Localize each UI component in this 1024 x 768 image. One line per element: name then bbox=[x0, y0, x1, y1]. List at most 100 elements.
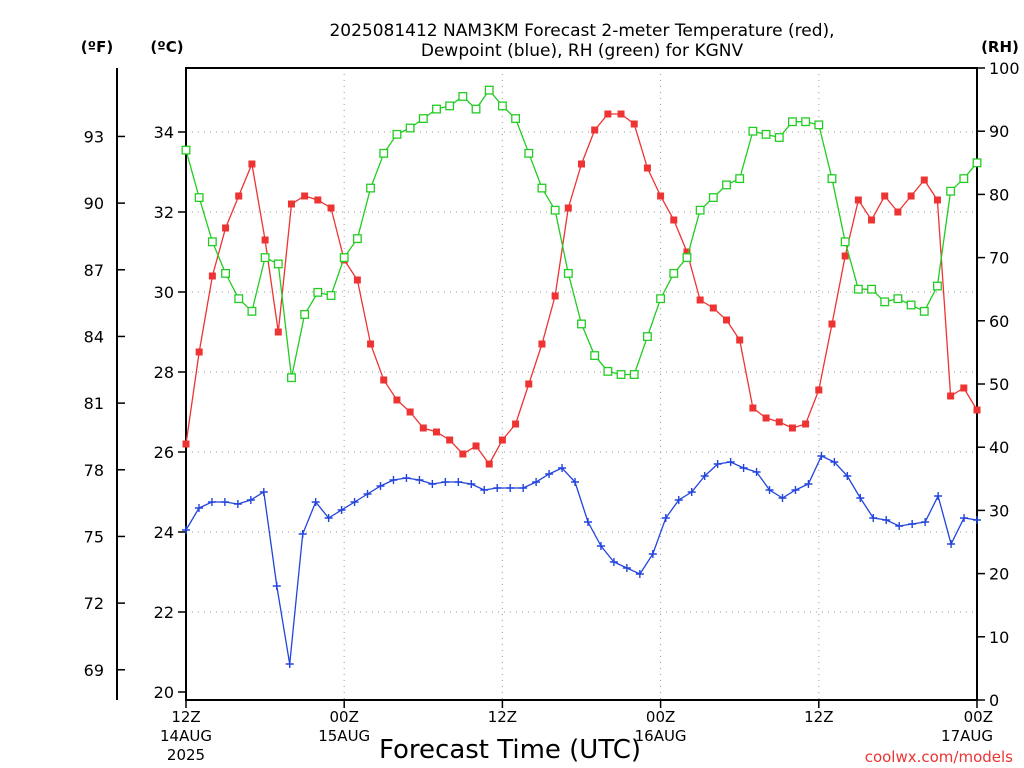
rh-point bbox=[906, 300, 916, 310]
temperature-point bbox=[696, 296, 704, 304]
dewpoint-point bbox=[856, 494, 865, 502]
rh-unit-label: (RH) bbox=[981, 38, 1019, 56]
dewpoint-point bbox=[324, 514, 333, 522]
dewpoint-point bbox=[843, 472, 852, 480]
celsius-tick-label: 30 bbox=[154, 283, 174, 302]
dewpoint-point bbox=[635, 570, 644, 578]
dewpoint-point bbox=[182, 526, 190, 534]
rh-point bbox=[827, 174, 837, 184]
dewpoint-point bbox=[804, 480, 813, 488]
series-temperature bbox=[182, 110, 981, 468]
rh-point bbox=[418, 114, 428, 124]
dewpoint-point bbox=[791, 486, 800, 494]
dewpoint-point bbox=[363, 490, 372, 498]
rh-point bbox=[537, 183, 547, 193]
temperature-point bbox=[195, 348, 203, 356]
temperature-point bbox=[775, 418, 783, 426]
temperature-point bbox=[380, 376, 388, 384]
rh-point bbox=[642, 332, 652, 342]
dewpoint-point bbox=[726, 458, 735, 466]
rh-point bbox=[300, 310, 310, 319]
temperature-point bbox=[762, 414, 770, 422]
rh-point bbox=[484, 85, 494, 95]
dewpoint-point bbox=[583, 518, 592, 526]
dewpoint-point bbox=[337, 506, 346, 514]
celsius-tick-label: 32 bbox=[154, 203, 174, 222]
rh-point bbox=[313, 287, 323, 297]
rh-point bbox=[234, 294, 244, 304]
rh-point bbox=[867, 284, 876, 294]
temperature-point bbox=[736, 336, 744, 344]
rh-point bbox=[405, 123, 415, 133]
fahrenheit-tick-label: 81 bbox=[84, 394, 104, 413]
temperature-point bbox=[841, 252, 849, 260]
dewpoint-point bbox=[376, 482, 385, 490]
dewpoint-point bbox=[895, 522, 904, 530]
dewpoint-point bbox=[739, 464, 748, 472]
series-dewpoint bbox=[182, 452, 981, 668]
rh-point bbox=[352, 234, 362, 244]
rh-tick-label: 100 bbox=[989, 59, 1020, 78]
time-tick-date: 15AUG bbox=[318, 727, 370, 745]
temperature-point bbox=[327, 204, 335, 212]
fahrenheit-tick-label: 72 bbox=[84, 594, 104, 613]
credit-text: coolwx.com/models bbox=[865, 748, 1013, 766]
rh-point bbox=[563, 268, 573, 278]
temperature-point bbox=[261, 236, 269, 244]
dewpoint-point bbox=[765, 486, 774, 494]
dewpoint-point bbox=[272, 582, 281, 590]
temperature-point bbox=[248, 160, 256, 168]
rh-point bbox=[959, 174, 969, 184]
fahrenheit-axis: 69 72 75 78 81 84 87 90 93 bbox=[84, 127, 125, 680]
chart-title-line2: Dewpoint (blue), RH (green) for KGNV bbox=[421, 41, 744, 61]
rh-point bbox=[748, 126, 758, 136]
dewpoint-point bbox=[194, 504, 203, 512]
dewpoint-point bbox=[921, 518, 930, 526]
temperature-point bbox=[591, 126, 599, 134]
temperature-point bbox=[815, 386, 823, 394]
dewpoint-point bbox=[233, 500, 242, 508]
temperature-point bbox=[182, 440, 190, 448]
temperature-point bbox=[472, 442, 480, 450]
dewpoint-point bbox=[960, 514, 969, 522]
celsius-unit-label: (ºC) bbox=[150, 38, 183, 56]
rh-point bbox=[603, 366, 613, 376]
temperature-point bbox=[498, 436, 506, 444]
dewpoint-point bbox=[415, 476, 424, 484]
rh-point bbox=[946, 186, 956, 196]
rh-point bbox=[972, 158, 982, 168]
celsius-tick-label: 28 bbox=[154, 363, 174, 382]
rh-point bbox=[814, 120, 824, 130]
rh-point bbox=[722, 180, 731, 190]
fahrenheit-unit-label: (ºF) bbox=[81, 38, 113, 56]
rh-point bbox=[669, 268, 679, 278]
rh-point bbox=[287, 373, 296, 383]
dewpoint-point bbox=[428, 480, 437, 488]
time-tick-date: 17AUG bbox=[941, 727, 993, 745]
rh-point bbox=[432, 104, 441, 114]
dewpoint-point bbox=[506, 484, 515, 492]
temperature-point bbox=[208, 272, 216, 280]
temperature-point bbox=[802, 420, 810, 428]
temperature-point bbox=[564, 204, 572, 212]
dewpoint-point bbox=[622, 564, 631, 572]
celsius-tick-label: 24 bbox=[154, 523, 174, 542]
rh-point bbox=[339, 253, 349, 263]
temperature-point bbox=[406, 408, 414, 416]
temperature-point bbox=[933, 196, 941, 204]
rh-point bbox=[366, 183, 376, 193]
time-tick-label: 12Z bbox=[488, 708, 517, 726]
temperature-point bbox=[907, 192, 915, 200]
dewpoint-point bbox=[246, 496, 255, 504]
rh-axis: 0 10 20 30 40 50 60 70 80 90 100 bbox=[977, 59, 1020, 710]
time-tick-label: 00Z bbox=[330, 708, 359, 726]
temperature-point bbox=[485, 460, 493, 468]
dewpoint-point bbox=[882, 516, 891, 524]
time-tick-label: 00Z bbox=[964, 708, 993, 726]
temperature-point bbox=[314, 196, 322, 204]
rh-point bbox=[550, 205, 560, 215]
dewpoint-point bbox=[869, 514, 878, 522]
rh-point bbox=[761, 129, 771, 139]
dewpoint-point bbox=[661, 514, 670, 522]
